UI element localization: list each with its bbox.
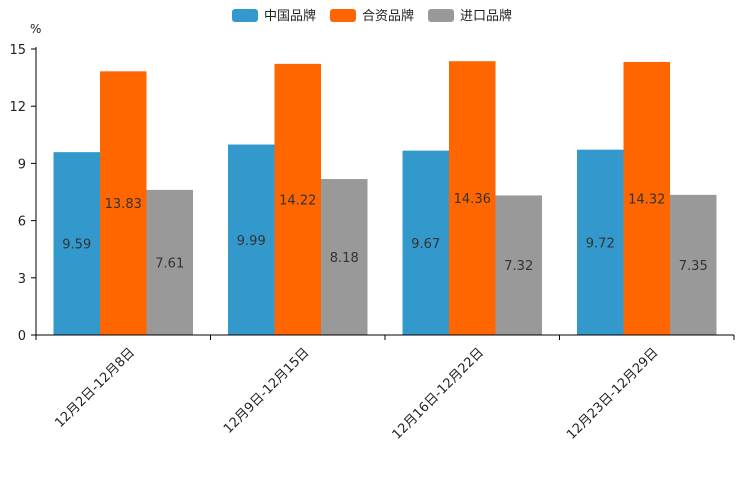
bar [623, 61, 670, 335]
bar [495, 195, 542, 335]
legend-label: 中国品牌 [264, 8, 316, 24]
bar [100, 71, 147, 336]
data-label: 8.18 [330, 251, 359, 266]
legend-label: 合资品牌 [362, 8, 414, 24]
bar [670, 194, 717, 335]
data-label: 14.36 [454, 192, 491, 207]
y-axis-unit: % [30, 22, 41, 36]
legend-swatch [428, 9, 454, 22]
x-tick-label: 12月2日-12月8日 [52, 345, 138, 431]
legend: 中国品牌 合资品牌 进口品牌 [232, 8, 512, 24]
legend-swatch [232, 9, 258, 22]
bar [274, 63, 321, 335]
bars: 9.59 13.83 7.61 9.99 14.22 8.18 9.67 14.36 7.32 9… [53, 61, 717, 336]
y-tick-label: 12 [9, 100, 26, 115]
y-tick-label: 9 [18, 157, 26, 172]
y-axis: 0 3 6 9 12 15 [9, 43, 37, 344]
bar [577, 149, 624, 335]
legend-swatch [330, 9, 356, 22]
x-tick-label: 12月23日-12月29日 [564, 345, 661, 442]
y-tick-label: 3 [18, 272, 26, 287]
y-tick-label: 0 [18, 329, 26, 344]
legend-label: 进口品牌 [460, 8, 512, 24]
x-tick-label: 12月16日-12月22日 [390, 345, 487, 442]
data-label: 9.59 [62, 238, 91, 253]
y-tick-label: 6 [18, 215, 26, 230]
bar [146, 189, 193, 335]
data-label: 7.61 [155, 256, 184, 271]
bar [228, 144, 275, 335]
data-label: 7.35 [679, 259, 708, 274]
data-label: 14.32 [628, 192, 665, 207]
bar [321, 179, 368, 335]
bar [402, 150, 449, 335]
data-label: 9.99 [237, 234, 266, 249]
data-label: 9.72 [586, 236, 615, 251]
data-label: 9.67 [411, 237, 440, 252]
bar [449, 61, 496, 335]
y-tick-label: 15 [9, 43, 26, 58]
data-label: 13.83 [105, 197, 142, 212]
x-tick-label: 12月9日-12月15日 [221, 345, 313, 437]
x-axis: 12月2日-12月8日 12月9日-12月15日 12月16日-12月22日 12月2… [35, 334, 735, 443]
data-label: 14.22 [279, 193, 316, 208]
data-label: 7.32 [504, 259, 533, 274]
bar [53, 152, 100, 335]
